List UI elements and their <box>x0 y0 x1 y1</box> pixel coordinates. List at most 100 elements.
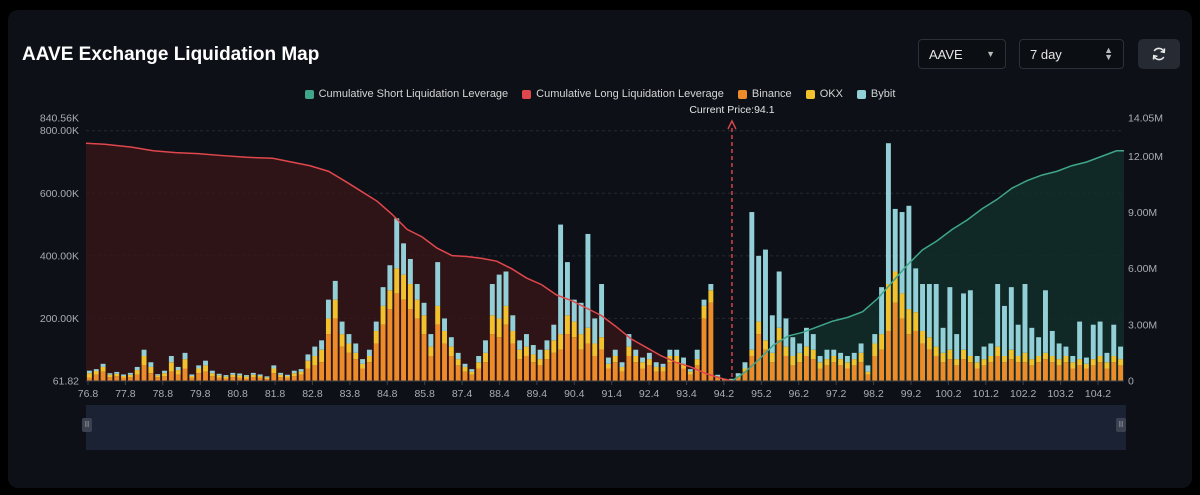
bar-okx <box>913 312 919 331</box>
bar-bybit <box>558 224 564 335</box>
bar-bybit <box>86 370 92 374</box>
coin-select[interactable]: AAVE ▼ <box>918 39 1006 69</box>
y-right-tick-label: 0 <box>1128 376 1134 388</box>
bar-bybit <box>735 373 741 377</box>
bar-okx <box>803 346 809 356</box>
bar-okx <box>831 355 837 363</box>
range-select[interactable]: 7 day ▲ ▼ <box>1019 39 1124 69</box>
bar-binance <box>155 377 161 382</box>
y-left-tick-label: 600.00K <box>40 188 79 200</box>
bar-binance <box>564 334 570 382</box>
bar-binance <box>148 373 154 382</box>
bar-bybit <box>360 359 366 364</box>
bar-bybit <box>926 284 932 338</box>
bar-bybit <box>421 302 427 316</box>
bar-okx <box>462 366 468 372</box>
bar-bybit <box>653 362 659 367</box>
legend-item-long[interactable]: Cumulative Long Liquidation Leverage <box>522 88 724 100</box>
bar-binance <box>1118 365 1124 382</box>
bar-bybit <box>216 373 222 376</box>
bar-binance <box>940 362 946 382</box>
legend-item-binance[interactable]: Binance <box>737 88 792 100</box>
bar-binance <box>769 362 775 382</box>
x-tick-label: 87.4 <box>452 388 473 400</box>
bar-binance <box>926 349 932 382</box>
bar-bybit <box>1022 284 1028 353</box>
refresh-button[interactable] <box>1138 39 1180 69</box>
bar-binance <box>1097 362 1103 382</box>
bar-okx <box>524 346 529 356</box>
range-slider[interactable] <box>86 405 1126 450</box>
bar-okx <box>244 376 249 379</box>
x-tick-label: 96.2 <box>789 388 810 400</box>
legend-item-short[interactable]: Cumulative Short Liquidation Leverage <box>304 88 509 100</box>
bar-bybit <box>257 374 263 377</box>
bar-okx <box>810 349 816 360</box>
bar-okx <box>681 363 686 369</box>
y-right-tick-label: 6.00M <box>1128 263 1157 275</box>
bar-okx <box>489 315 495 335</box>
bar-bybit <box>858 343 864 353</box>
legend-label-bybit: Bybit <box>870 88 896 100</box>
bar-binance <box>298 374 304 382</box>
range-slider-right-handle[interactable]: II <box>1116 418 1126 432</box>
bar-binance <box>107 377 113 382</box>
bar-okx <box>162 373 167 377</box>
bar-binance <box>1104 368 1110 382</box>
bar-binance <box>879 349 885 382</box>
bar-binance <box>1008 359 1014 382</box>
bar-okx <box>885 284 891 331</box>
bar-okx <box>619 366 625 372</box>
bar-bybit <box>1056 343 1062 360</box>
bar-okx <box>182 359 188 369</box>
bar-binance <box>605 368 611 382</box>
bar-bybit <box>708 284 714 291</box>
bar-bybit <box>121 374 127 377</box>
bar-okx <box>838 359 844 366</box>
bar-bybit <box>319 340 325 350</box>
bar-bybit <box>667 349 673 356</box>
bar-bybit <box>489 284 495 316</box>
bar-okx <box>892 271 898 303</box>
bar-okx <box>1002 355 1007 363</box>
bar-okx <box>783 346 789 356</box>
bar-bybit <box>428 334 434 347</box>
bar-bybit <box>524 334 529 347</box>
bar-binance <box>209 376 215 382</box>
bar-okx <box>387 290 393 310</box>
x-tick-label: 102.2 <box>1010 388 1036 400</box>
bar-okx <box>612 355 618 363</box>
bar-bybit <box>1083 357 1089 364</box>
bar-binance <box>230 377 236 382</box>
bar-bybit <box>168 355 174 363</box>
bar-binance <box>1077 365 1083 382</box>
x-tick-label: 78.8 <box>153 388 174 400</box>
bar-okx <box>988 355 994 363</box>
bar-okx <box>544 349 550 360</box>
bar-binance <box>783 355 789 382</box>
bar-bybit <box>831 349 837 356</box>
bar-bybit <box>148 362 154 367</box>
y-right-tick-label: 3.00M <box>1128 319 1157 331</box>
bar-bybit <box>749 212 755 350</box>
legend-label-short: Cumulative Short Liquidation Leverage <box>318 88 509 100</box>
bar-okx <box>1077 359 1083 366</box>
bar-binance <box>981 365 987 382</box>
bar-binance <box>162 376 167 382</box>
bar-bybit <box>401 243 407 275</box>
bar-bybit <box>899 212 905 294</box>
bar-bybit <box>271 365 277 369</box>
bar-okx <box>742 368 748 372</box>
bar-bybit <box>728 378 734 380</box>
bar-binance <box>585 343 591 382</box>
bar-bybit <box>619 362 625 367</box>
legend-item-okx[interactable]: OKX <box>805 88 843 100</box>
bar-binance <box>114 376 120 382</box>
y-right-tick-label: 9.00M <box>1128 207 1157 219</box>
range-slider-left-handle[interactable]: II <box>82 418 92 432</box>
current-price-label: Current Price:94.1 <box>689 104 774 116</box>
legend-item-bybit[interactable]: Bybit <box>856 88 896 100</box>
bar-okx <box>503 305 509 325</box>
x-tick-label: 81.8 <box>265 388 286 400</box>
bar-okx <box>305 360 311 369</box>
